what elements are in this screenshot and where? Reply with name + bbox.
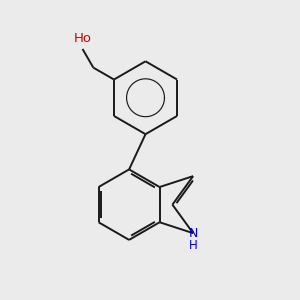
Text: H: H bbox=[189, 239, 197, 252]
Text: N: N bbox=[188, 227, 198, 240]
Text: Ho: Ho bbox=[74, 32, 92, 45]
